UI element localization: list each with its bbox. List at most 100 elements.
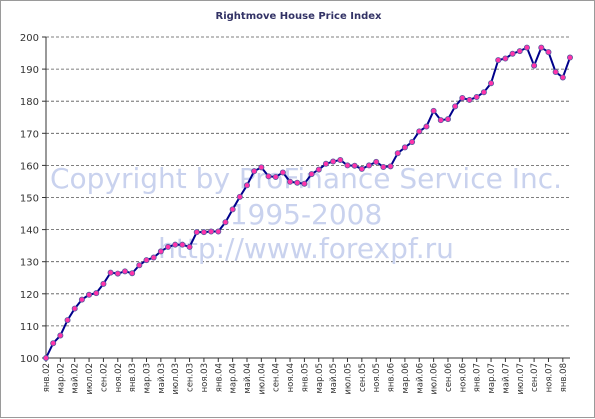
- data-point: [337, 156, 344, 163]
- data-point: [143, 257, 150, 264]
- data-point: [78, 296, 85, 303]
- x-tick-label: янв.07: [473, 363, 483, 392]
- chart-title: Rightmove House Price Index: [215, 11, 382, 22]
- data-point: [545, 49, 552, 56]
- x-tick-label: май.04: [243, 363, 253, 394]
- data-point: [136, 262, 143, 269]
- x-tick-label: янв.02: [42, 363, 52, 392]
- x-tick-label: янв.06: [387, 363, 397, 392]
- data-point: [265, 173, 272, 180]
- data-point: [322, 160, 329, 167]
- x-tick-label: июл.06: [430, 363, 440, 395]
- data-point: [165, 243, 172, 250]
- watermark-line-1: Copyright by ProFinance Service Inc.: [50, 162, 562, 195]
- data-point: [229, 206, 236, 213]
- data-point: [86, 291, 93, 298]
- x-tick-label: ноя.07: [544, 363, 554, 392]
- data-point: [538, 44, 545, 51]
- data-point: [552, 68, 559, 75]
- y-tick-label: 110: [20, 322, 39, 333]
- data-point: [107, 269, 114, 276]
- data-point: [559, 74, 566, 81]
- data-point: [351, 162, 358, 169]
- data-point: [150, 254, 157, 261]
- data-point: [380, 164, 387, 171]
- x-tick-label: сен.03: [186, 363, 196, 392]
- data-point: [416, 128, 423, 135]
- data-point: [100, 280, 107, 287]
- y-tick-labels: 100 110 120 130 140 150 160 170 180 190 200: [20, 33, 39, 365]
- y-tick-label: 200: [20, 33, 39, 44]
- data-point: [401, 144, 408, 151]
- y-tick-label: 100: [20, 354, 39, 365]
- x-tick-label: июл.02: [85, 363, 95, 395]
- data-point: [179, 241, 186, 248]
- x-tick-label: мар.07: [487, 363, 497, 394]
- data-point: [193, 229, 200, 236]
- x-tick-label: июл.04: [257, 363, 267, 395]
- x-tick-label: сен.05: [358, 363, 368, 392]
- data-point: [308, 171, 315, 178]
- data-point: [251, 168, 258, 175]
- data-point: [531, 62, 538, 69]
- data-point: [186, 243, 193, 250]
- x-tick-label: янв.08: [559, 363, 569, 392]
- x-tick-label: мар.02: [56, 363, 66, 394]
- data-point: [215, 228, 222, 235]
- data-point: [387, 163, 394, 170]
- x-tick-label: мар.06: [401, 363, 411, 394]
- y-tick-label: 160: [20, 161, 39, 172]
- x-tick-label: июл.03: [171, 363, 181, 395]
- x-tick-label: янв.03: [128, 363, 138, 392]
- x-tick-label: сен.02: [99, 363, 109, 392]
- data-point: [222, 219, 229, 226]
- data-point: [208, 228, 215, 235]
- data-point: [93, 290, 100, 297]
- data-point: [64, 317, 71, 324]
- data-point: [114, 270, 121, 277]
- data-point: [200, 229, 207, 236]
- data-point: [480, 89, 487, 96]
- data-point: [243, 182, 250, 189]
- data-point: [495, 57, 502, 64]
- data-point: [373, 158, 380, 165]
- data-point: [258, 164, 265, 171]
- y-tick-label: 140: [20, 226, 39, 237]
- data-point: [294, 179, 301, 186]
- data-point: [71, 305, 78, 312]
- data-point: [466, 96, 473, 103]
- x-tick-label: сен.06: [444, 363, 454, 392]
- data-point: [236, 193, 243, 200]
- data-point: [301, 180, 308, 187]
- data-point: [567, 54, 574, 61]
- data-point: [172, 241, 179, 248]
- x-tick-label: май.03: [157, 363, 167, 394]
- data-point: [287, 178, 294, 185]
- x-tick-label: июл.05: [343, 363, 353, 395]
- x-tick-label: мар.03: [142, 363, 152, 394]
- data-point: [272, 173, 279, 180]
- x-tick-label: янв.05: [300, 363, 310, 392]
- y-tick-label: 190: [20, 65, 39, 76]
- x-tick-label: ноя.04: [286, 363, 296, 392]
- x-tick-label: сен.07: [530, 363, 540, 392]
- x-tick-label: ноя.05: [372, 363, 382, 392]
- watermark: Copyright by ProFinance Service Inc. 199…: [50, 162, 562, 265]
- data-point: [358, 165, 365, 172]
- data-point: [129, 270, 136, 277]
- data-point: [330, 158, 337, 165]
- x-tick-label: ноя.03: [200, 363, 210, 392]
- data-point: [437, 117, 444, 124]
- data-point: [409, 138, 416, 145]
- data-point: [473, 94, 480, 101]
- x-tick-label: сен.04: [272, 363, 282, 392]
- x-tick-label: май.02: [71, 363, 81, 394]
- x-tick-label: мар.04: [229, 363, 239, 394]
- x-tick-label: май.06: [415, 363, 425, 394]
- x-tick-label: июл.07: [516, 363, 526, 395]
- data-point: [57, 332, 64, 339]
- x-tick-label: май.05: [329, 363, 339, 394]
- y-tick-label: 130: [20, 258, 39, 269]
